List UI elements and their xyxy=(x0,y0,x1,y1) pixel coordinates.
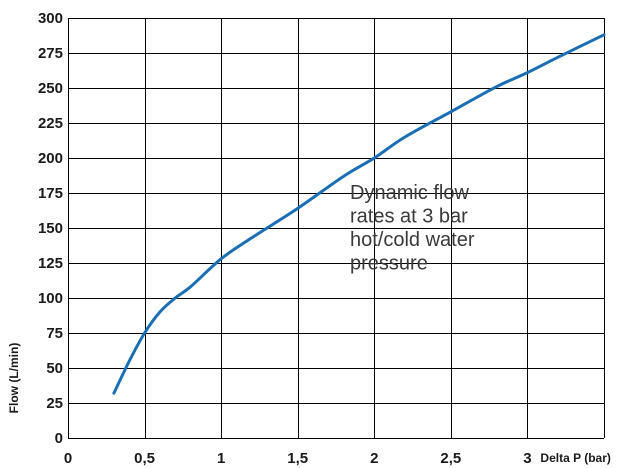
annotation-line: pressure xyxy=(350,253,428,275)
annotation-line: Dynamic flow xyxy=(350,182,469,204)
series-line xyxy=(112,33,606,395)
y-tick-label: 150 xyxy=(38,220,63,237)
y-axis-ticks: 0 25 50 75 100 125 150 175 200 225 250 275 300 xyxy=(38,10,63,447)
y-tick-label: 225 xyxy=(38,115,63,132)
y-tick-label: 50 xyxy=(46,360,63,377)
y-tick-label: 0 xyxy=(55,430,63,447)
x-tick-label: 2 xyxy=(370,450,378,467)
y-tick-label: 300 xyxy=(38,10,63,27)
annotation-line: hot/cold water xyxy=(350,229,475,251)
y-tick-label: 75 xyxy=(46,325,63,342)
y-axis-label: Flow (L/min) xyxy=(7,343,21,414)
y-tick-label: 175 xyxy=(38,185,63,202)
annotation-line: rates at 3 bar xyxy=(350,206,468,228)
y-tick-label: 125 xyxy=(38,255,63,272)
x-tick-label: 0,5 xyxy=(134,450,155,467)
x-tick-label: 2,5 xyxy=(440,450,461,467)
grid xyxy=(68,18,605,439)
y-tick-label: 100 xyxy=(38,290,63,307)
y-tick-label: 200 xyxy=(38,150,63,167)
annotation-text: Dynamic flow rates at 3 bar hot/cold wat… xyxy=(350,182,480,275)
y-tick-label: 25 xyxy=(46,395,63,412)
x-axis-label: Delta P (bar) xyxy=(540,451,610,465)
x-tick-label: 0 xyxy=(64,450,72,467)
series-layer xyxy=(112,33,606,395)
x-tick-label: 1,5 xyxy=(287,450,308,467)
y-tick-label: 275 xyxy=(38,45,63,62)
y-tick-label: 250 xyxy=(38,80,63,97)
x-tick-label: 1 xyxy=(217,450,225,467)
x-tick-label: 3 xyxy=(523,450,531,467)
x-axis-ticks: 0 0,5 1 1,5 2 2,5 3 xyxy=(64,450,532,467)
